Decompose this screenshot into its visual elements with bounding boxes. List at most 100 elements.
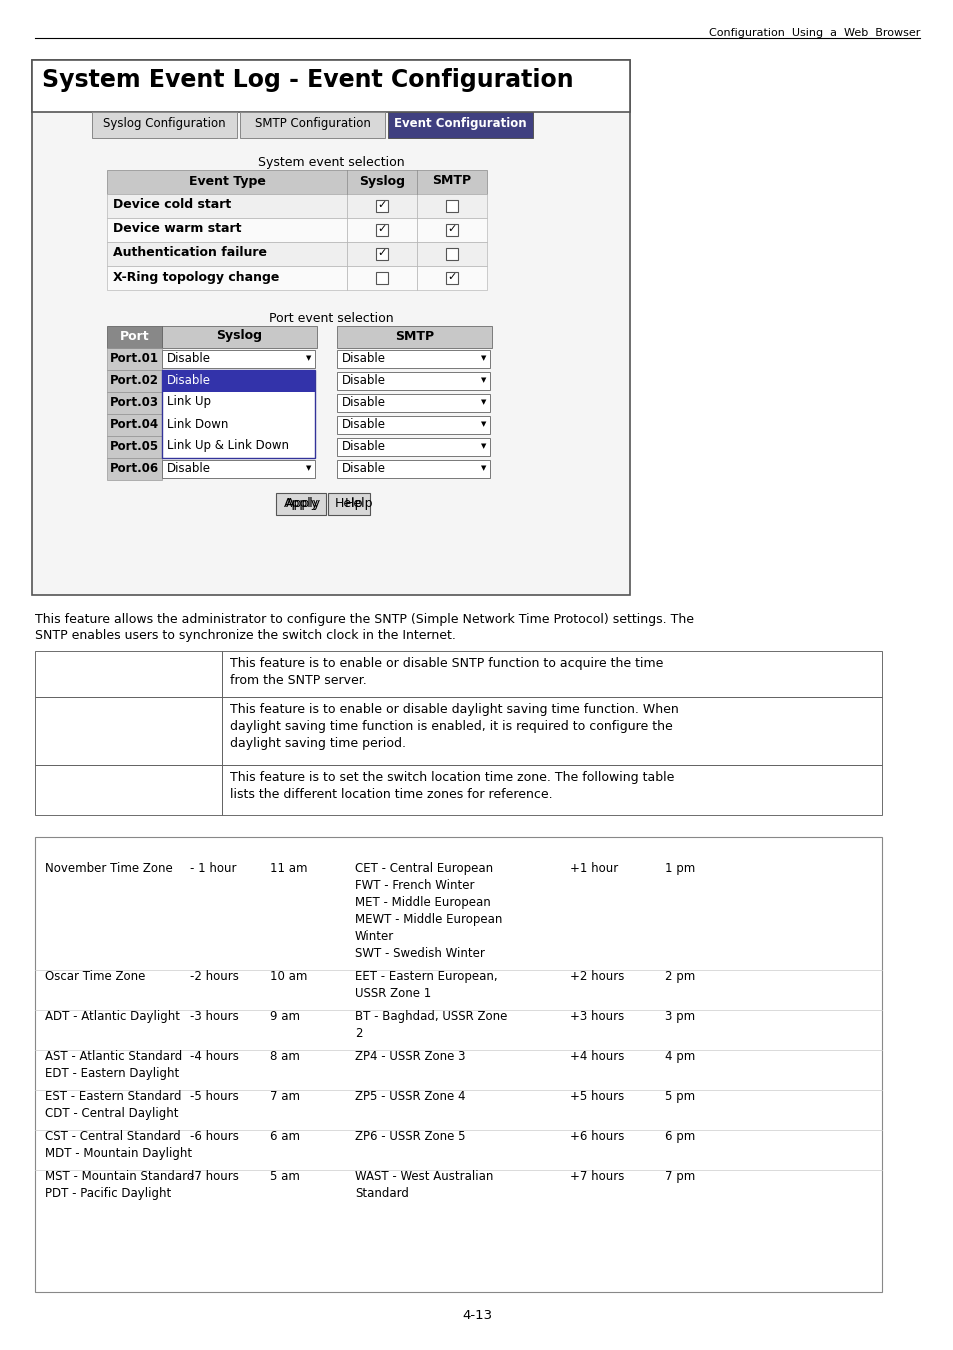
Bar (162, 416, 314, 433)
Text: ✓: ✓ (447, 271, 456, 282)
Bar (107, 170, 486, 194)
Text: -3 hours: -3 hours (190, 1010, 238, 1023)
Text: 4 pm: 4 pm (664, 1050, 695, 1062)
Bar (336, 416, 490, 433)
Text: -4 hours: -4 hours (190, 1050, 238, 1062)
Text: Disable: Disable (167, 351, 211, 364)
Text: Oscar Time Zone: Oscar Time Zone (45, 971, 145, 983)
Text: ZP4 - USSR Zone 3: ZP4 - USSR Zone 3 (355, 1050, 465, 1062)
Text: 5 pm: 5 pm (664, 1089, 695, 1103)
Text: ▼: ▼ (481, 355, 486, 360)
Bar (222, 651, 882, 697)
Text: ✓: ✓ (377, 224, 386, 234)
Bar (107, 370, 162, 392)
Text: - 1 hour: - 1 hour (190, 863, 236, 875)
Text: Port: Port (119, 329, 150, 343)
Text: Disable: Disable (341, 351, 386, 364)
Text: 8 am: 8 am (270, 1050, 299, 1062)
Bar (35, 765, 222, 815)
Text: 7 am: 7 am (270, 1089, 299, 1103)
Text: Apply: Apply (285, 498, 320, 510)
Text: Apply: Apply (283, 498, 318, 510)
Text: Disable: Disable (167, 396, 211, 409)
Bar (107, 242, 347, 266)
Bar (336, 373, 490, 390)
Text: 5 am: 5 am (270, 1170, 299, 1183)
Text: 2 pm: 2 pm (664, 971, 695, 983)
Text: This feature is to enable or disable SNTP function to acquire the time
from the : This feature is to enable or disable SNT… (230, 657, 662, 687)
Text: ▼: ▼ (481, 464, 486, 471)
Text: Link Up & Link Down: Link Up & Link Down (167, 440, 289, 452)
Text: -2 hours: -2 hours (190, 971, 238, 983)
Bar (375, 248, 388, 261)
Text: ▼: ▼ (481, 400, 486, 405)
Text: +5 hours: +5 hours (569, 1089, 623, 1103)
Text: Help: Help (344, 498, 373, 510)
Bar (446, 224, 457, 236)
Text: X-Ring topology change: X-Ring topology change (112, 270, 279, 284)
Text: 4-13: 4-13 (461, 1310, 492, 1322)
Text: SMTP: SMTP (432, 174, 471, 188)
Bar (162, 394, 314, 412)
Bar (222, 697, 882, 765)
Bar (107, 194, 347, 217)
Bar (107, 458, 162, 481)
Text: 6 am: 6 am (270, 1130, 299, 1143)
Text: +6 hours: +6 hours (569, 1130, 623, 1143)
Text: Syslog: Syslog (358, 174, 405, 188)
Text: ▼: ▼ (306, 443, 312, 450)
Text: ▼: ▼ (481, 443, 486, 450)
Text: SNTP enables users to synchronize the switch clock in the Internet.: SNTP enables users to synchronize the sw… (35, 629, 456, 643)
Text: +3 hours: +3 hours (569, 1010, 623, 1023)
Text: Disable: Disable (341, 417, 386, 431)
Text: +1 hour: +1 hour (569, 863, 618, 875)
Text: System event selection: System event selection (257, 157, 404, 169)
Text: Port.02: Port.02 (110, 374, 159, 386)
Text: 10 am: 10 am (270, 971, 307, 983)
Bar (416, 217, 486, 242)
Text: CST - Central Standard
MDT - Mountain Daylight: CST - Central Standard MDT - Mountain Da… (45, 1130, 192, 1160)
Bar (240, 112, 385, 138)
Text: Syslog: Syslog (216, 329, 262, 343)
Bar (107, 392, 162, 414)
Text: This feature allows the administrator to configure the SNTP (Simple Network Time: This feature allows the administrator to… (35, 613, 693, 626)
Text: Configuration  Using  a  Web  Browser: Configuration Using a Web Browser (708, 28, 919, 38)
Text: 6 pm: 6 pm (664, 1130, 695, 1143)
Bar (347, 217, 416, 242)
Text: Event Configuration: Event Configuration (394, 117, 526, 131)
Text: This feature is to enable or disable daylight saving time function. When
dayligh: This feature is to enable or disable day… (230, 703, 678, 751)
Bar (162, 437, 314, 456)
Text: Disable: Disable (167, 374, 211, 386)
Text: EST - Eastern Standard
CDT - Central Daylight: EST - Eastern Standard CDT - Central Day… (45, 1089, 181, 1120)
Text: Authentication failure: Authentication failure (112, 247, 267, 259)
Text: +7 hours: +7 hours (569, 1170, 623, 1183)
Text: ZP6 - USSR Zone 5: ZP6 - USSR Zone 5 (355, 1130, 465, 1143)
Text: Syslog Configuration: Syslog Configuration (103, 117, 226, 131)
Bar (107, 325, 162, 348)
Text: MST - Mountain Standard
PDT - Pacific Daylight: MST - Mountain Standard PDT - Pacific Da… (45, 1170, 194, 1200)
Bar (222, 765, 882, 815)
Text: 1 pm: 1 pm (664, 863, 695, 875)
Bar (107, 266, 347, 290)
Bar (375, 224, 388, 236)
Bar (35, 651, 222, 697)
Text: ▼: ▼ (306, 377, 312, 383)
Text: BT - Baghdad, USSR Zone
2: BT - Baghdad, USSR Zone 2 (355, 1010, 507, 1040)
Bar (388, 112, 533, 138)
Text: ✓: ✓ (377, 200, 386, 211)
Bar (162, 370, 314, 458)
Text: EET - Eastern European,
USSR Zone 1: EET - Eastern European, USSR Zone 1 (355, 971, 497, 1000)
Text: ▼: ▼ (306, 464, 312, 471)
Bar (336, 350, 490, 369)
Bar (336, 325, 492, 348)
Text: 11 am: 11 am (270, 863, 307, 875)
Text: Disable: Disable (167, 417, 211, 431)
Text: Port.05: Port.05 (110, 440, 159, 452)
Bar (336, 437, 490, 456)
Bar (107, 348, 162, 370)
Text: -7 hours: -7 hours (190, 1170, 238, 1183)
Text: Disable: Disable (167, 440, 211, 452)
Text: Link Up: Link Up (167, 396, 211, 409)
Bar (446, 200, 457, 212)
Bar (32, 59, 629, 595)
